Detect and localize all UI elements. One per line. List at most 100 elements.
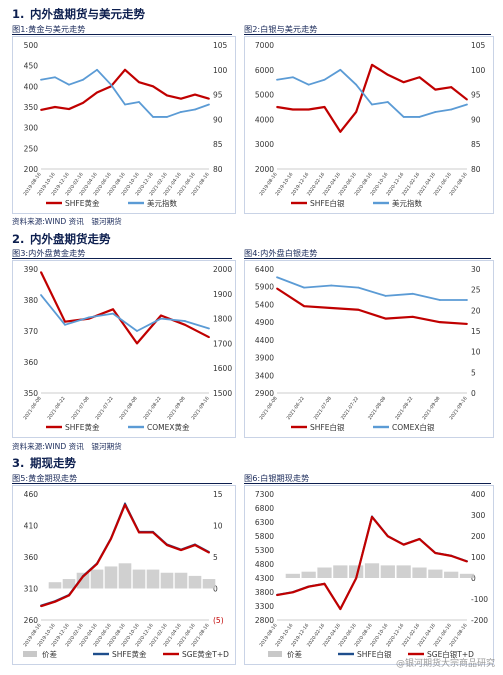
- data-point: [384, 317, 387, 320]
- y-tick-right-label: 0: [471, 389, 476, 398]
- data-point: [96, 91, 98, 94]
- chart-gold-usd: 200250300350400450500808590951001052019-…: [22, 41, 228, 208]
- caption-fig6: 图6:白银期现走势: [244, 473, 310, 483]
- x-tick-label: 2021-07-22: [340, 396, 360, 421]
- data-point: [138, 81, 140, 84]
- source-note-2: 资料来源:WIND 资讯 银河期货: [12, 442, 122, 451]
- y-tick-left-label: 6000: [255, 66, 274, 75]
- data-point: [402, 543, 405, 546]
- data-point: [68, 108, 70, 110]
- data-point: [276, 594, 278, 596]
- data-point: [355, 83, 358, 86]
- spread-bar: [380, 565, 395, 578]
- data-point: [438, 299, 441, 301]
- data-point: [208, 97, 210, 100]
- y-tick-left-label: 6400: [255, 265, 274, 274]
- x-tick-label: 2021-09-08: [421, 396, 441, 421]
- y-tick-left-label: 350: [24, 103, 39, 112]
- legend-label: SHFE黄金: [65, 422, 100, 432]
- data-point: [276, 78, 278, 81]
- spread-bar: [188, 575, 202, 589]
- data-point: [96, 68, 98, 71]
- data-point: [466, 98, 468, 101]
- y-tick-left-label: 6300: [255, 518, 274, 527]
- data-point: [124, 68, 126, 71]
- series-line: [40, 502, 210, 607]
- data-point: [450, 86, 453, 89]
- chart-silver-domestic-foreign: 2900 3400 3900 4400 4900 5400 5900 6400 0 5 10 15 20…: [255, 265, 481, 432]
- data-point: [54, 76, 56, 79]
- spread-bar: [364, 563, 380, 578]
- data-point: [152, 116, 154, 118]
- data-point: [194, 544, 196, 546]
- spread-bar: [90, 569, 104, 589]
- data-point: [160, 317, 162, 320]
- data-point: [323, 106, 326, 108]
- chart-gold-spot-futures: 260310360410460(5)0510152019-08-162019-1…: [22, 490, 229, 659]
- source-note-1: 资料来源:WIND 资讯 银河期货: [12, 217, 122, 226]
- y-tick-right-label: 105: [213, 41, 228, 50]
- section-title-2: 2. 内外盘期货走势: [12, 232, 111, 246]
- y-tick-right-label: 20: [471, 306, 481, 315]
- spread-bar: [444, 571, 459, 578]
- data-point: [418, 76, 421, 79]
- y-tick-left-label: 6800: [255, 504, 274, 513]
- spread-bar: [62, 579, 76, 589]
- y-tick-right-label: 0: [213, 585, 218, 594]
- y-tick-right-label: 25: [471, 286, 481, 295]
- data-point: [194, 93, 196, 96]
- y-tick-right-label: 80: [213, 165, 223, 174]
- y-tick-left-label: 5000: [255, 91, 274, 100]
- data-point: [82, 78, 84, 81]
- legend-label: SHFE黄金: [112, 649, 147, 659]
- data-point: [160, 314, 162, 317]
- legend-label: SHFE黄金: [65, 198, 100, 208]
- legend-label: COMEX白银: [392, 422, 435, 432]
- chart-panel-2: 2000 3000 4000 5000 6000 7000 80 85 90 95 100 105 20…: [244, 36, 494, 214]
- data-point: [466, 560, 468, 563]
- caption-fig1: 图1:黄金与美元走势: [12, 24, 86, 34]
- y-tick-left-label: 410: [24, 522, 39, 531]
- y-tick-left-label: 200: [24, 165, 39, 174]
- y-tick-right-label: 10: [471, 348, 481, 357]
- data-point: [307, 585, 310, 588]
- series-line: [40, 503, 210, 608]
- chart-silver-spot-futures: 2800 3300 3800 4300 4800 5300 5800 6300 6800 7300…: [255, 490, 488, 659]
- data-point: [418, 538, 421, 540]
- spread-bar: [104, 566, 118, 589]
- y-tick-right-label: -200: [471, 616, 488, 625]
- spread-bar: [285, 573, 300, 578]
- y-tick-left-label: 3800: [255, 588, 274, 597]
- y-tick-left-label: 350: [24, 389, 39, 398]
- data-point: [276, 287, 278, 290]
- x-tick-label: 2021-08-08: [118, 396, 138, 421]
- data-point: [166, 94, 168, 97]
- data-point: [64, 323, 66, 326]
- data-point: [64, 320, 66, 323]
- y-tick-left-label: 3300: [255, 602, 274, 611]
- data-point: [450, 108, 453, 111]
- data-point: [180, 549, 182, 551]
- spread-bar: [160, 572, 174, 589]
- chart-panel-1: 200 250 300 350 400 450 500 80 85 90 95 100 105 2019-…: [12, 36, 236, 214]
- data-point: [323, 582, 326, 585]
- section-title-1: 1. 内外盘期货与美元走势: [12, 7, 145, 21]
- x-tick-label: 2021-06-22: [46, 396, 66, 421]
- y-tick-right-label: 10: [213, 522, 223, 531]
- spread-bar: [202, 579, 216, 589]
- y-tick-right-label: 95: [213, 91, 223, 100]
- data-point: [357, 286, 360, 289]
- x-tick-label: 2021-09-16: [190, 396, 210, 421]
- y-tick-right-label: 0: [471, 574, 476, 583]
- y-tick-right-label: 95: [471, 91, 481, 100]
- legend-label: 价差: [42, 649, 57, 659]
- y-tick-right-label: 80: [471, 165, 481, 174]
- data-point: [136, 342, 138, 345]
- y-tick-right-label: 1600: [213, 364, 232, 373]
- data-point: [466, 299, 468, 301]
- data-point: [307, 108, 310, 111]
- y-tick-right-label: 105: [471, 41, 486, 50]
- data-point: [208, 336, 210, 339]
- data-point: [184, 320, 186, 322]
- y-tick-left-label: 370: [24, 327, 39, 336]
